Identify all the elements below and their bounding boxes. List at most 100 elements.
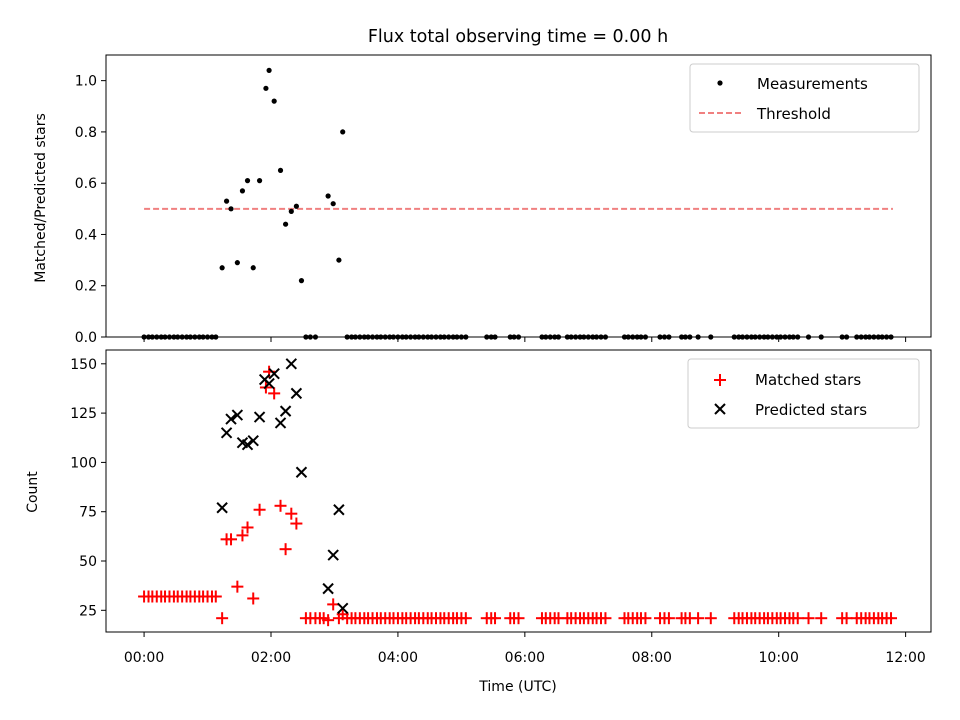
measurement-point [239,188,246,194]
predicted-star-point [290,387,303,400]
bottom-y-tick-label: 50 [79,554,97,570]
measurement-point [219,265,225,271]
matched-star-point [209,590,222,603]
legend-matched-label: Matched stars [755,371,861,389]
predicted-star-point [268,367,280,380]
measurement-point [223,198,230,204]
matched-star-point [253,503,266,516]
matched-star-point [489,612,502,625]
matched-star-point [802,612,815,625]
matched-star-point [279,543,292,556]
measurement-point [244,178,251,184]
legend-predicted-label: Predicted stars [755,401,867,419]
bottom-legend-box [687,358,920,429]
predicted-star-point [333,504,345,516]
matched-star-point [268,387,281,400]
top-y-tick-label: 1.0 [75,74,97,90]
predicted-star-point [295,466,308,478]
bottom-y-tick-label: 100 [70,455,97,471]
bottom-x-tick-label: 12:00 [885,650,925,666]
matched-star-point [599,612,612,625]
legend-predicted-marker [714,403,726,415]
measurement-point [298,278,305,284]
predicted-star-point [274,417,287,429]
bottom-y-tick-label: 150 [70,357,97,373]
measurement-point [293,203,299,209]
bottom-x-tick-label: 08:00 [632,650,672,666]
matched-star-point [241,521,254,534]
measurement-point [330,201,336,207]
predicted-star-point [253,411,266,423]
matched-star-point [791,612,804,625]
matched-star-point [274,499,287,512]
measurement-point [266,67,272,73]
matched-star-point [236,529,249,542]
predicted-star-point [279,405,292,417]
bottom-x-tick-label: 02:00 [251,650,291,666]
legend-threshold-label: Threshold [756,105,831,123]
matched-star-point [336,608,349,621]
matched-star-point [704,612,717,625]
top-y-tick-label: 0.8 [75,125,97,141]
top-legend: Measurements Threshold [689,63,920,133]
measurement-point [228,206,234,212]
measurement-point [282,221,289,227]
measurement-point [325,193,331,199]
predicted-star-point [216,502,228,514]
measurement-point [250,265,256,271]
bottom-y-axis-label: Count [25,471,41,513]
matched-star-point [225,533,238,546]
chart-title: Flux total observing time = 0.00 h [368,27,668,47]
predicted-star-point [322,582,334,595]
matched-star-point [512,612,525,625]
bottom-y-tick-label: 75 [79,505,97,521]
bottom-x-tick-label: 04:00 [378,650,418,666]
matched-star-point [322,614,335,627]
measurement-point [263,85,269,91]
matched-star-point [285,507,298,520]
predicted-star-point [285,358,298,370]
legend-measurements-label: Measurements [757,75,868,93]
matched-star-point [885,612,898,625]
matched-star-point [459,612,472,625]
bottom-x-tick-label: 00:00 [124,650,164,666]
measurement-point [288,208,294,214]
bottom-legend: Matched stars Predicted stars [687,358,920,429]
matched-star-point [290,517,303,530]
measurement-point [256,178,263,184]
measurement-point [336,257,342,263]
top-y-tick-label: 0.2 [75,279,97,295]
predicted-star-point [220,427,233,439]
measurement-point [234,260,240,266]
top-legend-box [689,63,920,133]
bottom-panel: Count Time (UTC) 25 50 75 100 125 150 00:00 02:… [25,349,932,695]
predicted-star-point [231,409,244,421]
measurement-point [271,98,277,104]
bottom-y-tick-label: 25 [79,603,97,619]
measurement-point [340,129,346,135]
matched-star-point [327,598,340,611]
x-axis-label: Time (UTC) [478,679,556,695]
top-y-tick-label: 0.4 [75,227,97,243]
top-y-tick-label: 0.0 [75,330,97,346]
matched-star-point [815,612,828,625]
matched-star-point [662,612,675,625]
matched-star-point [231,580,244,593]
legend-measurements-marker [717,80,723,86]
predicted-star-point [241,438,254,451]
predicted-star-point [263,377,275,390]
top-y-tick-label: 0.6 [75,176,97,192]
matched-star-point [639,612,652,625]
top-y-axis-label: Matched/Predicted stars [33,113,49,283]
matched-star-point [216,612,229,625]
predicted-star-point [327,549,339,561]
matched-star-point [247,592,260,605]
predicted-star-point [225,413,237,425]
matched-star-point [692,612,705,625]
bottom-y-tick-label: 125 [70,406,97,422]
bottom-x-tick-label: 10:00 [759,650,799,666]
predicted-star-point [337,602,349,615]
bottom-plot-area: 25 50 75 100 125 150 00:00 02:00 04:00 06:00 08:00… [70,357,926,666]
top-panel: Flux total observing time = 0.00 h Match… [33,27,932,346]
